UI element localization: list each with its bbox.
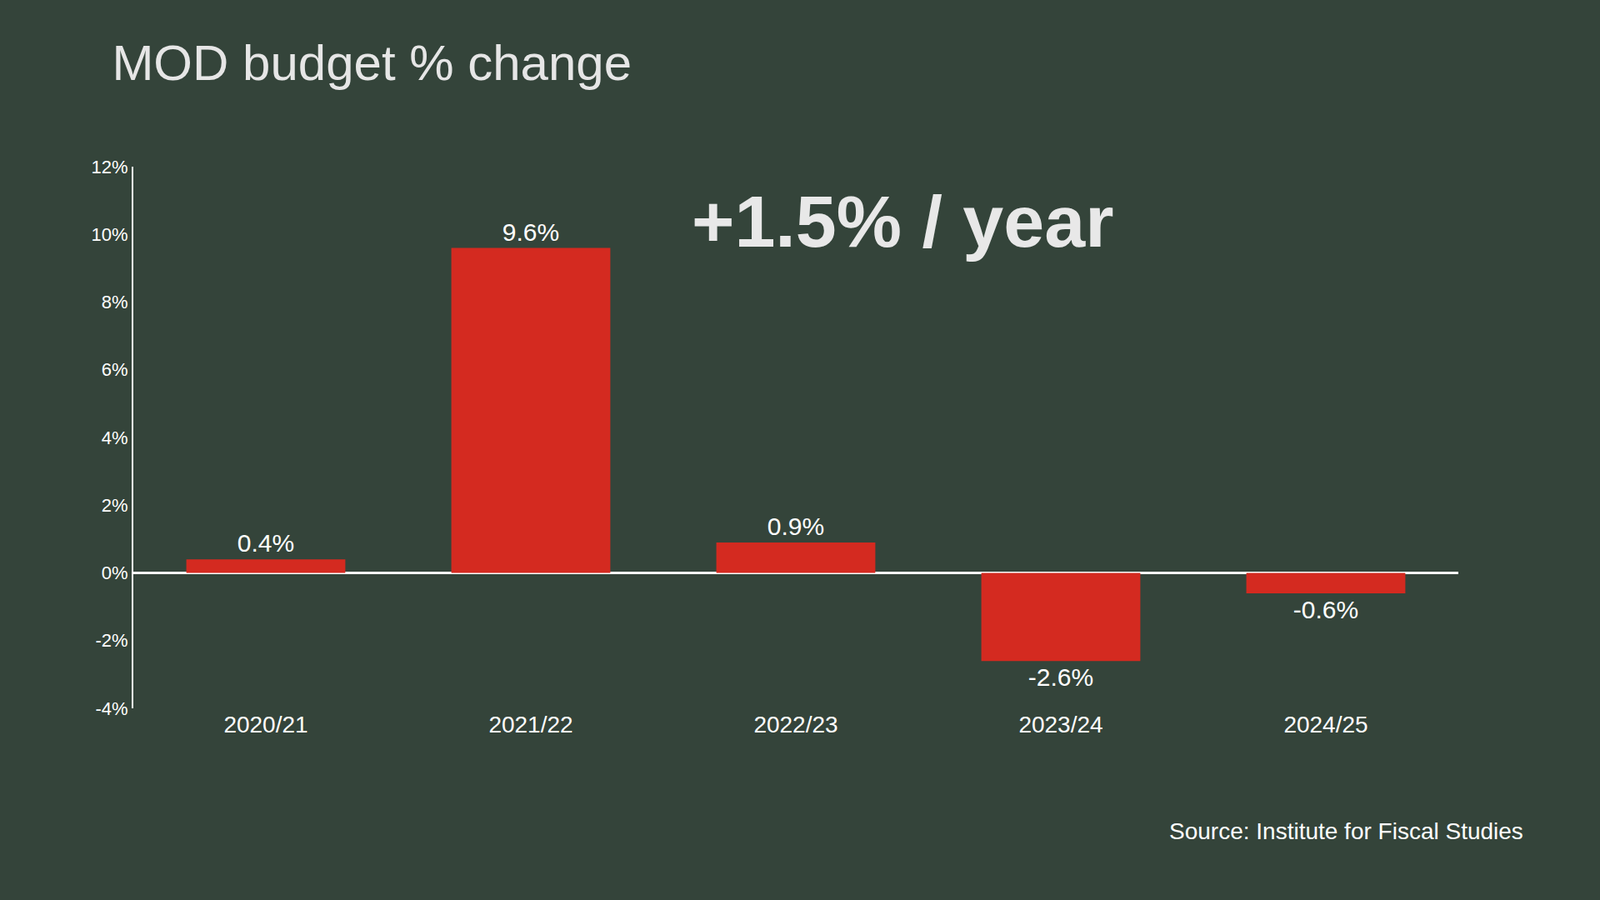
svg-text:-2%: -2% — [95, 630, 128, 651]
svg-text:6%: 6% — [101, 359, 129, 380]
svg-text:12%: 12% — [91, 156, 129, 178]
svg-text:2%: 2% — [101, 495, 129, 516]
svg-text:0.4%: 0.4% — [237, 529, 295, 557]
svg-text:0%: 0% — [101, 562, 129, 584]
svg-text:Source: Institute for Fiscal S: Source: Institute for Fiscal Studies — [1169, 818, 1524, 845]
svg-text:2020/21: 2020/21 — [223, 711, 308, 738]
svg-text:9.6%: 9.6% — [502, 218, 560, 246]
svg-text:4%: 4% — [101, 427, 129, 449]
svg-text:+1.5% / year: +1.5% / year — [691, 180, 1114, 263]
svg-text:10%: 10% — [91, 224, 129, 245]
svg-text:MOD budget % change: MOD budget % change — [111, 35, 632, 91]
svg-text:2023/24: 2023/24 — [1018, 711, 1103, 738]
svg-text:2024/25: 2024/25 — [1283, 711, 1368, 738]
svg-text:-4%: -4% — [95, 698, 128, 720]
svg-text:2021/22: 2021/22 — [488, 711, 573, 738]
svg-text:2022/23: 2022/23 — [753, 711, 838, 738]
svg-text:-2.6%: -2.6% — [1028, 663, 1094, 691]
svg-text:-0.6%: -0.6% — [1293, 595, 1359, 624]
svg-text:0.9%: 0.9% — [767, 512, 825, 540]
svg-text:8%: 8% — [101, 291, 129, 313]
